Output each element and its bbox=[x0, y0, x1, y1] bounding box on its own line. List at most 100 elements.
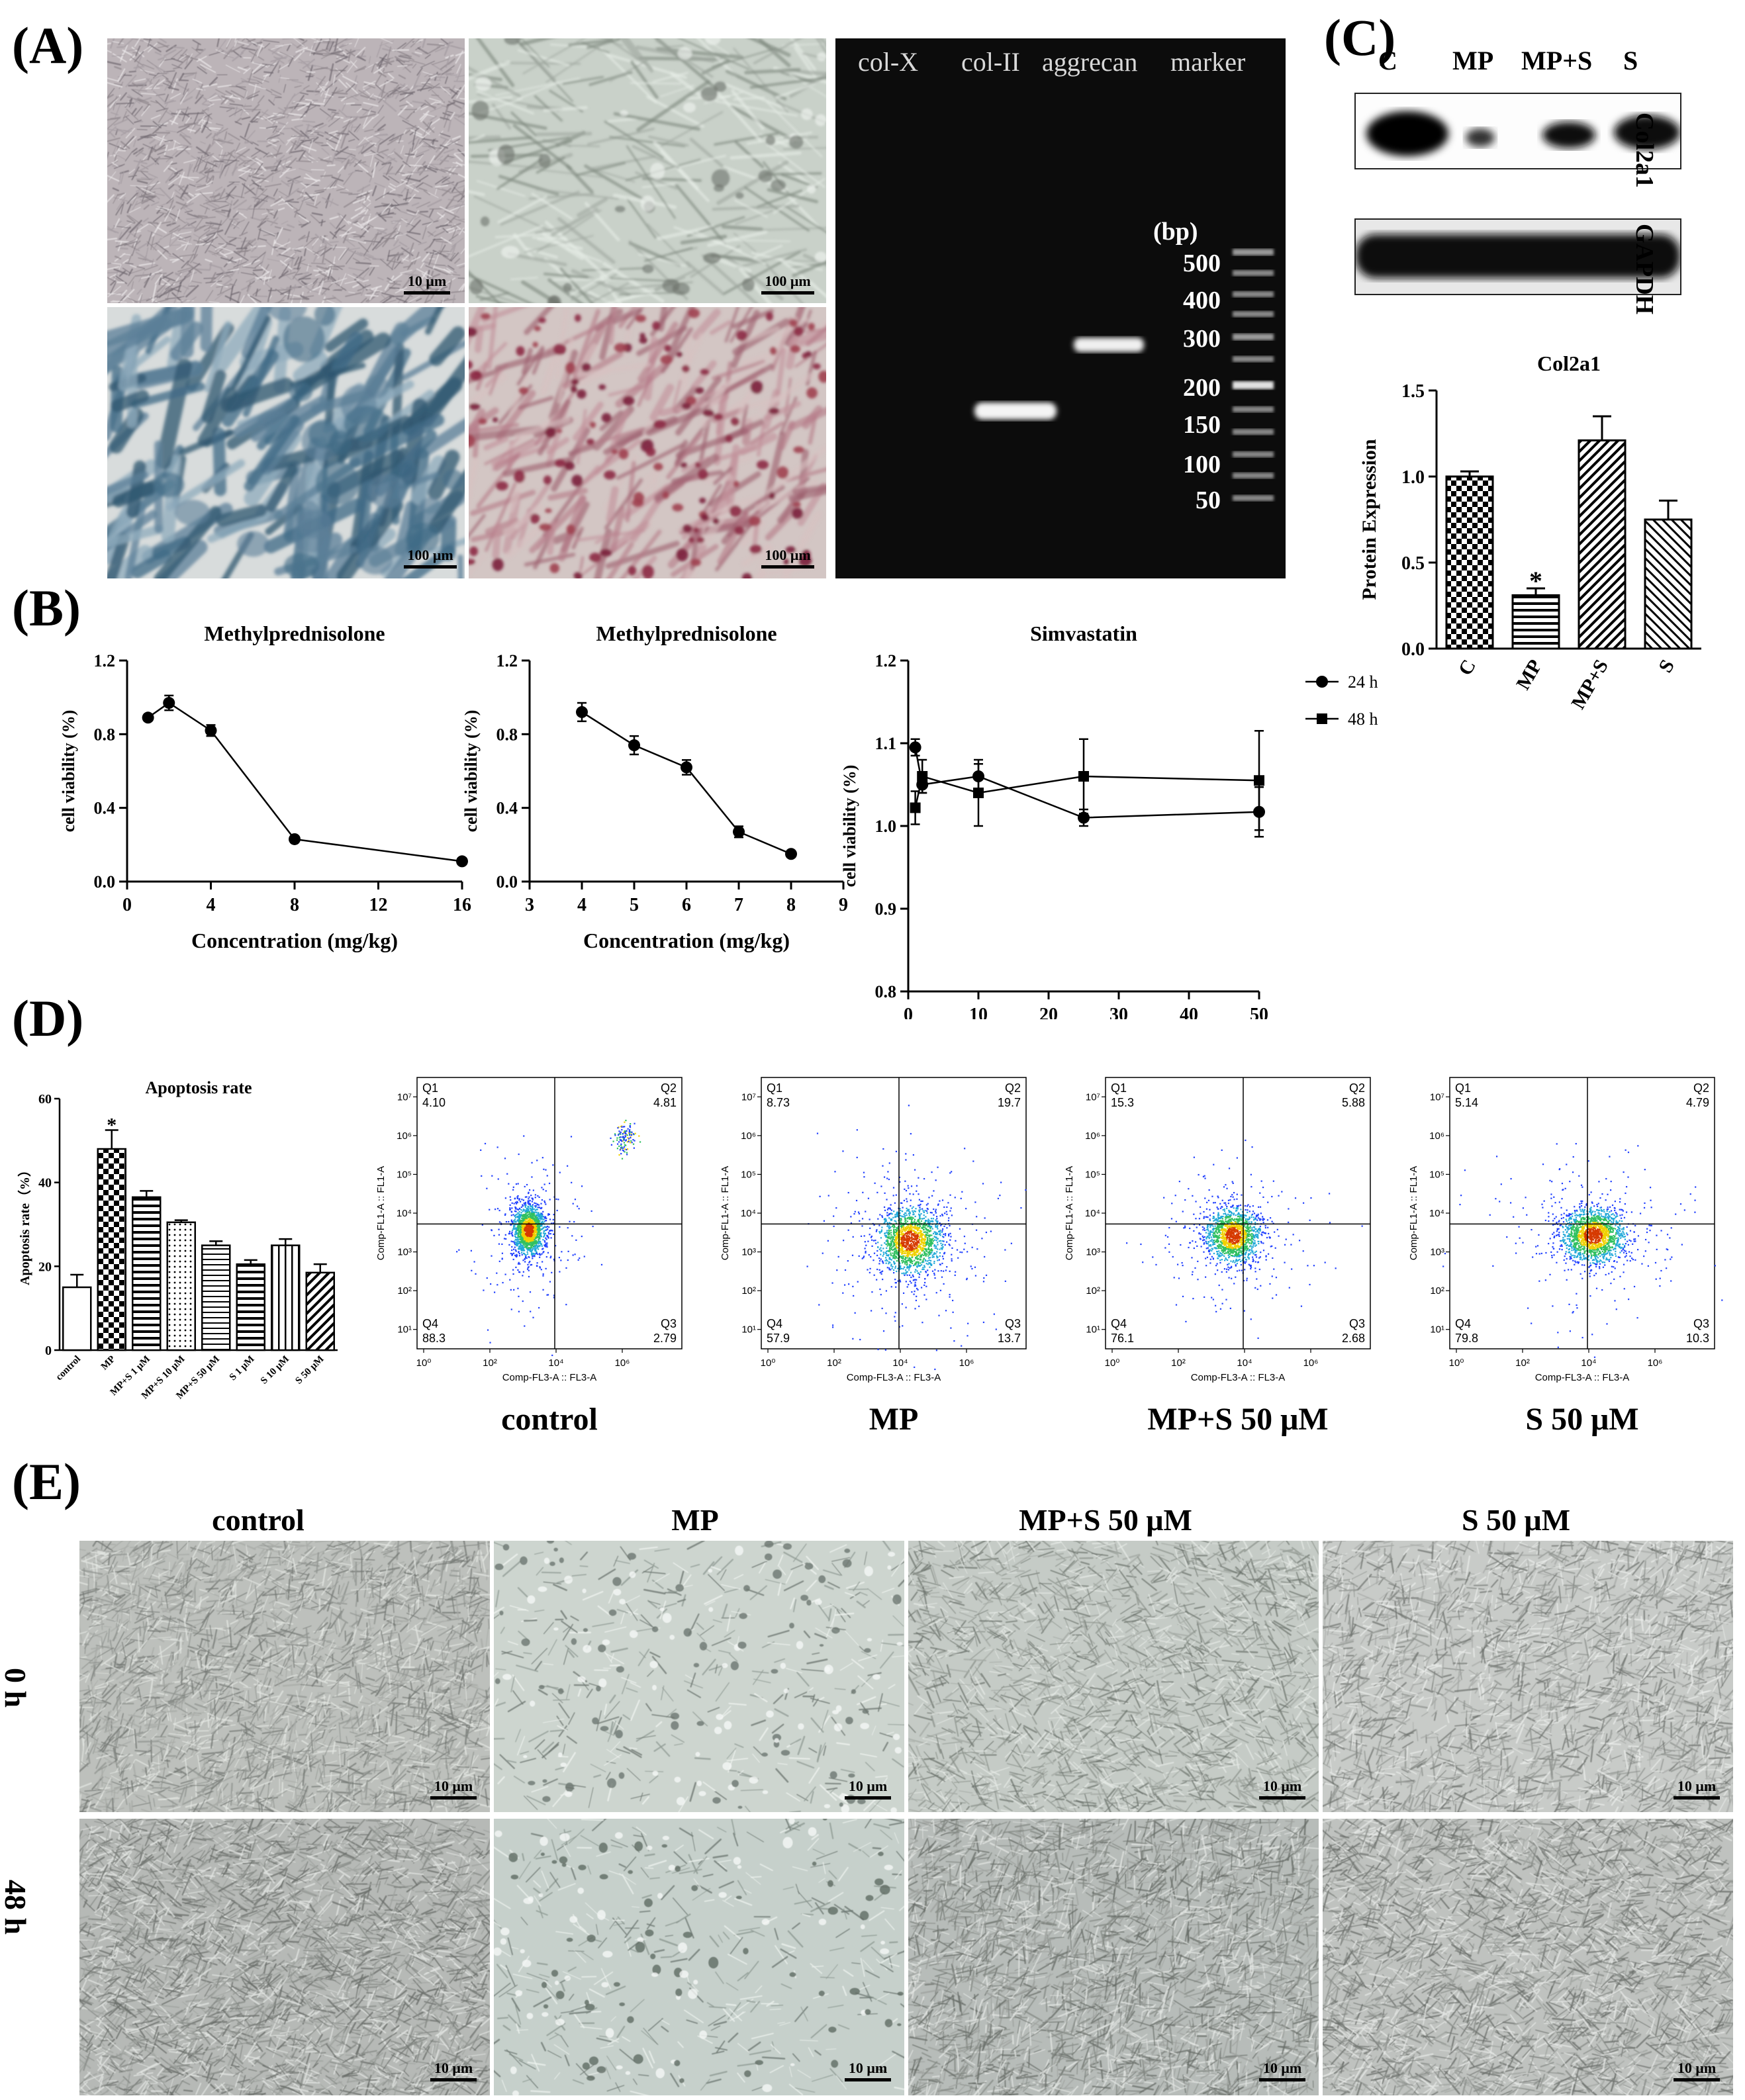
y-axis-label: Comp-FL1-A :: FL1-A bbox=[720, 1166, 731, 1261]
gel-lane-label: marker bbox=[1170, 46, 1245, 77]
x-axis-label: Comp-FL3-A :: FL3-A bbox=[1535, 1372, 1630, 1383]
x-tick-label: 10⁶ bbox=[1303, 1357, 1319, 1369]
y-tick-label: 10² bbox=[741, 1285, 756, 1297]
x-tick-label: 5 bbox=[630, 895, 639, 915]
quadrant-value: 15.3 bbox=[1111, 1096, 1134, 1109]
data-point bbox=[142, 711, 154, 724]
y-tick-label: 10² bbox=[1430, 1285, 1444, 1297]
data-point bbox=[733, 825, 745, 838]
quadrant-value: 5.14 bbox=[1455, 1096, 1478, 1109]
y-tick-label: 10¹ bbox=[741, 1324, 756, 1336]
significance-mark: * bbox=[107, 1115, 117, 1136]
y-tick-label: 1.0 bbox=[1401, 467, 1425, 488]
y-axis-label: cell viability (%) bbox=[59, 710, 78, 833]
micrograph-texture bbox=[469, 38, 826, 303]
y-axis-label: Protein Expression bbox=[1358, 439, 1380, 600]
quadrant-value: 8.73 bbox=[767, 1096, 790, 1109]
y-tick-label: 10⁶ bbox=[1085, 1130, 1100, 1142]
plot-caption: control bbox=[501, 1402, 598, 1437]
y-tick-label: 1.2 bbox=[875, 651, 897, 670]
y-tick-label: 0 bbox=[45, 1344, 52, 1358]
viability-chart-mp-2: Methylprednisolone 0.0 0.4 0.8 1.2 3 4 5 6 7 8 9 Con… bbox=[461, 621, 848, 952]
scale-bar: 100 μm bbox=[755, 273, 821, 295]
bar bbox=[271, 1244, 301, 1351]
x-tick-label: 10² bbox=[1171, 1357, 1186, 1369]
data-point bbox=[917, 771, 928, 782]
column-title: S 50 μM bbox=[1311, 1502, 1721, 1537]
panel-label-e: (E) bbox=[12, 1456, 81, 1508]
x-tick-label: 10⁰ bbox=[761, 1357, 776, 1369]
x-tick-label: control bbox=[54, 1354, 83, 1383]
y-tick-label: 1.2 bbox=[496, 651, 518, 670]
plot-frame bbox=[416, 1077, 683, 1349]
micrograph-mp-s-0h bbox=[908, 1541, 1319, 1812]
y-tick-label: 10⁴ bbox=[1085, 1208, 1100, 1219]
viability-chart-mp-1: Methylprednisolone 0.0 0.4 0.8 1.2 0 4 8 12 16 Con… bbox=[59, 621, 471, 952]
data-point bbox=[1078, 771, 1089, 782]
bar bbox=[1445, 475, 1494, 650]
scale-bar: 10 μm bbox=[1252, 2060, 1312, 2081]
quadrant-value: 79.8 bbox=[1455, 1332, 1478, 1345]
y-tick-label: 10³ bbox=[1430, 1247, 1444, 1258]
y-tick-label: 10¹ bbox=[1086, 1324, 1100, 1336]
data-point bbox=[205, 724, 217, 737]
gel-lane-label: col-II bbox=[961, 46, 1020, 77]
bar bbox=[305, 1271, 335, 1351]
legend-label: 48 h bbox=[1348, 709, 1378, 729]
y-tick-label: 10² bbox=[1086, 1285, 1100, 1297]
quadrant-label: Q4 bbox=[422, 1317, 438, 1330]
chart-title: Col2a1 bbox=[1537, 351, 1601, 375]
bar bbox=[166, 1221, 196, 1351]
x-tick-label: S bbox=[1654, 656, 1679, 676]
quadrant-label: Q2 bbox=[661, 1081, 677, 1095]
x-tick-label: 10⁰ bbox=[416, 1357, 432, 1369]
row-label: 0 h bbox=[0, 1668, 33, 1708]
western-blot-gapdh bbox=[1354, 218, 1681, 295]
bar bbox=[1578, 439, 1627, 650]
scale-bar: 10 μm bbox=[397, 273, 457, 295]
gel-bp-title: (bp) bbox=[1153, 217, 1226, 246]
x-tick-label: 16 bbox=[453, 895, 471, 915]
micrograph-texture bbox=[107, 307, 465, 578]
x-tick-label: 12 bbox=[369, 895, 388, 915]
legend-marker bbox=[1316, 676, 1328, 688]
y-tick-label: 10⁵ bbox=[741, 1169, 756, 1180]
scale-bar: 10 μm bbox=[424, 1778, 483, 1800]
y-tick-label: 1.2 bbox=[94, 651, 116, 670]
x-tick-label: 10² bbox=[827, 1357, 841, 1369]
micrograph-texture bbox=[494, 1541, 904, 1812]
y-tick-label: 10⁴ bbox=[397, 1208, 412, 1219]
x-tick-label: 10⁶ bbox=[959, 1357, 974, 1369]
scale-bar: 10 μm bbox=[838, 1778, 898, 1800]
significance-mark: * bbox=[1529, 566, 1542, 596]
bar bbox=[1511, 594, 1560, 650]
quadrant-label: Q3 bbox=[1693, 1317, 1709, 1330]
y-tick-label: 0.5 bbox=[1401, 553, 1425, 574]
y-tick-label: 10⁶ bbox=[741, 1130, 756, 1142]
quadrant-label: Q4 bbox=[1111, 1317, 1127, 1330]
blot-lane-label: C bbox=[1378, 45, 1397, 76]
x-axis-label: Comp-FL3-A :: FL3-A bbox=[502, 1372, 597, 1383]
y-tick-label: 0.4 bbox=[496, 799, 518, 818]
y-tick-label: 0.0 bbox=[1401, 639, 1425, 660]
y-tick-label: 0.9 bbox=[875, 899, 897, 919]
quadrant-label: Q2 bbox=[1005, 1081, 1021, 1095]
y-tick-label: 1.5 bbox=[1401, 381, 1425, 402]
y-tick-label: 10¹ bbox=[1430, 1324, 1444, 1336]
quadrant-label: Q3 bbox=[661, 1317, 677, 1330]
x-tick-label: 10⁴ bbox=[1581, 1357, 1596, 1369]
y-tick-label: 10⁵ bbox=[397, 1169, 412, 1180]
quadrant-value: 10.3 bbox=[1686, 1332, 1709, 1345]
quadrant-label: Q1 bbox=[422, 1081, 438, 1095]
scale-bar: 100 μm bbox=[397, 547, 463, 569]
quadrant-value: 2.68 bbox=[1342, 1332, 1365, 1345]
quadrant-label: Q1 bbox=[767, 1081, 782, 1095]
blot-lane-label: MP bbox=[1452, 45, 1493, 76]
scatter-points bbox=[456, 1119, 641, 1356]
column-title: control bbox=[79, 1502, 437, 1537]
scale-bar: 10 μm bbox=[1252, 1778, 1312, 1800]
micrograph-texture bbox=[79, 1541, 490, 1812]
scale-bar: 10 μm bbox=[424, 2060, 483, 2081]
blot-lane-label: MP+S bbox=[1521, 45, 1592, 76]
panel-label-c: (C) bbox=[1324, 12, 1395, 64]
